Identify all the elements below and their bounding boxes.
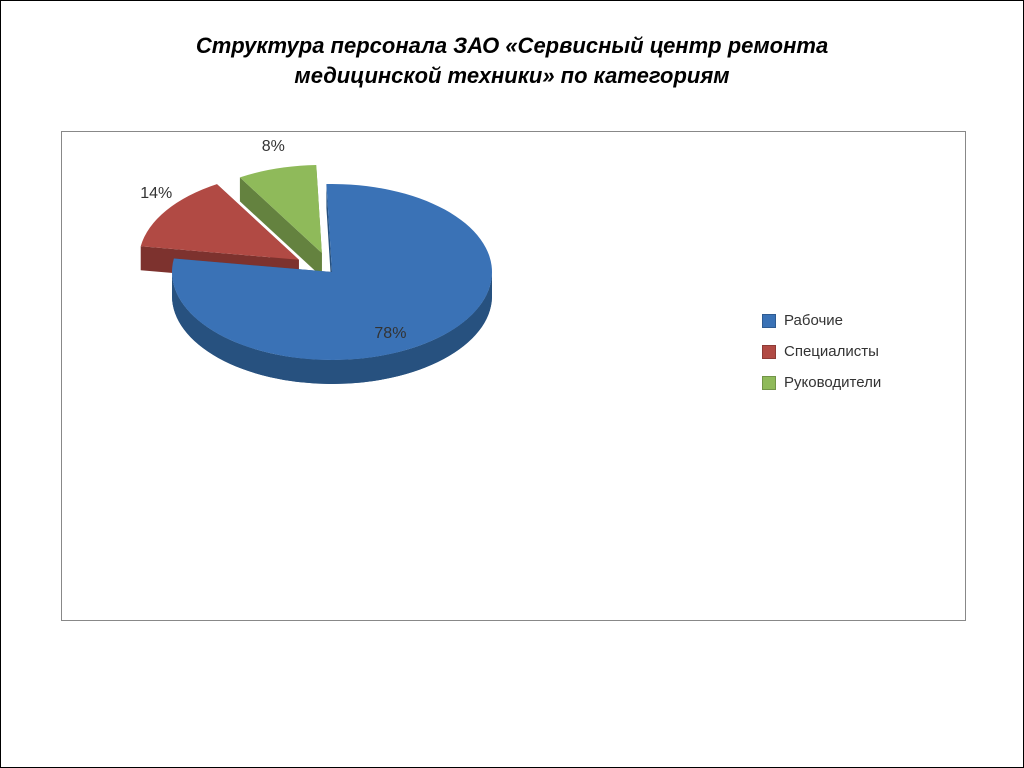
chart-title: Структура персонала ЗАО «Сервисный центр… xyxy=(1,1,1023,100)
legend-label: Руководители xyxy=(784,374,881,391)
title-line-1: Структура персонала ЗАО «Сервисный центр… xyxy=(196,33,828,58)
legend-label: Специалисты xyxy=(784,343,879,360)
legend: Рабочие Специалисты Руководители xyxy=(762,312,881,391)
title-line-2: медицинской техники» по категориям xyxy=(294,63,729,88)
legend-swatch xyxy=(762,376,776,390)
legend-swatch xyxy=(762,345,776,359)
legend-item: Руководители xyxy=(762,374,881,391)
legend-label: Рабочие xyxy=(784,312,843,329)
chart-container: 78% 14% 8% Рабочие Специалисты Руководители xyxy=(61,131,966,621)
page-frame: { "title": { "line1": "Структура персона… xyxy=(0,0,1024,768)
legend-item: Рабочие xyxy=(762,312,881,329)
legend-swatch xyxy=(762,314,776,328)
slice-label: 8% xyxy=(262,138,285,155)
legend-item: Специалисты xyxy=(762,343,881,360)
slice-label: 78% xyxy=(374,325,406,342)
slice-label: 14% xyxy=(140,185,172,202)
